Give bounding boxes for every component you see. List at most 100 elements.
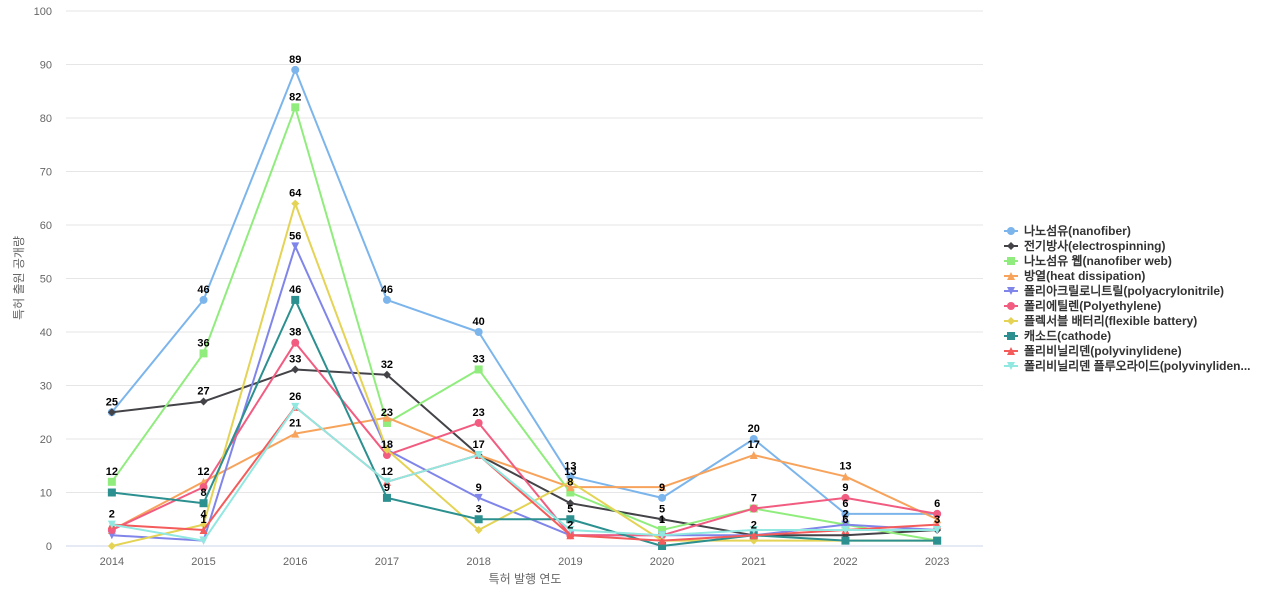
data-point <box>291 365 300 374</box>
data-point <box>382 477 391 486</box>
data-label: 27 <box>197 386 209 398</box>
data-label: 56 <box>289 230 301 242</box>
data-label: 40 <box>473 316 485 328</box>
data-point <box>107 408 116 417</box>
data-point <box>199 536 208 545</box>
y-tick-label: 10 <box>40 488 52 500</box>
data-label: 5 <box>659 503 665 515</box>
legend-item[interactable]: 방열(heat dissipation) <box>1004 268 1145 283</box>
legend-label: 폴리아크릴로니트릴(polyacrylonitrile) <box>1024 283 1224 298</box>
data-point <box>382 370 391 379</box>
data-point <box>291 242 300 251</box>
data-label: 7 <box>751 493 757 505</box>
data-point <box>658 483 667 492</box>
data-point <box>291 199 300 208</box>
data-label: 38 <box>289 327 301 339</box>
data-label: 12 <box>381 466 393 478</box>
legend-marker <box>1007 242 1015 250</box>
series-line <box>111 416 938 531</box>
data-label: 3 <box>934 514 940 526</box>
data-label: 3 <box>476 503 482 515</box>
data-label: 33 <box>289 353 301 365</box>
data-label: 9 <box>476 482 482 494</box>
data-label: 1 <box>200 514 206 526</box>
data-point <box>107 520 116 529</box>
data-label: 82 <box>289 91 301 103</box>
x-tick-label: 2020 <box>650 556 674 568</box>
legend-label: 플렉서블 배터리(flexible battery) <box>1024 313 1197 328</box>
legend-item[interactable]: 폴리비닐리덴(polyvinylidene) <box>1004 343 1182 358</box>
series-line <box>111 405 938 542</box>
legend: 나노섬유(nanofiber)전기방사(electrospinning)나노섬유… <box>1004 223 1251 373</box>
legend-label: 폴리비닐리덴(polyvinylidene) <box>1024 343 1182 358</box>
legend-marker <box>1007 257 1015 265</box>
data-point <box>658 531 667 540</box>
data-point <box>291 402 300 411</box>
legend-label: 캐소드(cathode) <box>1024 329 1111 343</box>
data-point <box>841 520 850 529</box>
data-label: 9 <box>842 482 848 494</box>
y-axis-ticks: 0 10 20 30 40 50 60 70 80 90 100 <box>34 6 52 553</box>
legend-item[interactable]: 나노섬유(nanofiber) <box>1004 223 1131 238</box>
legend-marker <box>1007 302 1015 310</box>
data-label: 20 <box>748 423 760 435</box>
data-label: 4 <box>200 509 207 521</box>
y-tick-label: 0 <box>46 541 52 553</box>
data-label: 9 <box>659 482 665 494</box>
data-label: 26 <box>289 391 301 403</box>
x-tick-label: 2023 <box>925 556 949 568</box>
series-9 <box>107 402 942 545</box>
data-label: 46 <box>289 284 301 296</box>
data-label: 5 <box>567 503 573 515</box>
data-point <box>566 483 575 492</box>
data-point <box>566 515 575 524</box>
data-point <box>933 509 942 518</box>
data-point <box>474 365 483 374</box>
series-line <box>111 245 938 542</box>
data-point <box>658 542 667 550</box>
data-label: 6 <box>842 498 848 510</box>
data-point <box>474 493 483 502</box>
legend-label: 전기방사(electrospinning) <box>1024 238 1166 253</box>
data-point <box>658 493 667 502</box>
legend-label: 나노섬유(nanofiber) <box>1024 223 1131 238</box>
series-line <box>111 298 938 547</box>
y-tick-label: 60 <box>40 220 52 232</box>
data-point <box>749 451 758 460</box>
legend-item[interactable]: 폴리에틸렌(Polyethylene) <box>1004 298 1161 313</box>
data-point <box>749 504 758 513</box>
data-point <box>749 531 758 540</box>
data-label: 2 <box>842 509 848 521</box>
data-point <box>199 295 208 304</box>
x-tick-label: 2021 <box>742 556 766 568</box>
legend-item[interactable]: 캐소드(cathode) <box>1004 329 1111 343</box>
series-line <box>111 341 938 537</box>
data-label: 8 <box>200 487 206 499</box>
legend-label: 나노섬유 웹(nanofiber web) <box>1024 253 1172 268</box>
data-point <box>474 515 483 524</box>
data-label: 8 <box>567 477 573 489</box>
legend-marker <box>1007 362 1015 370</box>
legend-item[interactable]: 폴리비닐리덴 플루오라이드(polyvinyliden... <box>1004 358 1251 373</box>
data-point <box>566 531 575 540</box>
data-label: 9 <box>384 482 390 494</box>
legend-item[interactable]: 폴리아크릴로니트릴(polyacrylonitrile) <box>1004 283 1224 298</box>
legend-marker <box>1007 347 1015 355</box>
x-axis-ticks: 2014 2015 2016 2017 2018 2019 2020 2021 2022 2023 <box>100 556 950 568</box>
legend-item[interactable]: 플렉서블 배터리(flexible battery) <box>1004 313 1197 328</box>
data-point <box>382 445 391 454</box>
legend-item[interactable]: 전기방사(electrospinning) <box>1004 238 1166 253</box>
y-tick-label: 20 <box>40 434 52 446</box>
data-label: 46 <box>197 284 209 296</box>
series-lines <box>107 65 942 550</box>
data-point <box>291 338 300 347</box>
x-tick-label: 2014 <box>100 556 124 568</box>
x-tick-label: 2022 <box>833 556 857 568</box>
data-point <box>841 536 850 545</box>
data-point <box>474 525 483 534</box>
data-point <box>566 525 575 534</box>
x-tick-label: 2018 <box>466 556 490 568</box>
data-label: 18 <box>381 439 393 451</box>
legend-item[interactable]: 나노섬유 웹(nanofiber web) <box>1004 253 1172 268</box>
